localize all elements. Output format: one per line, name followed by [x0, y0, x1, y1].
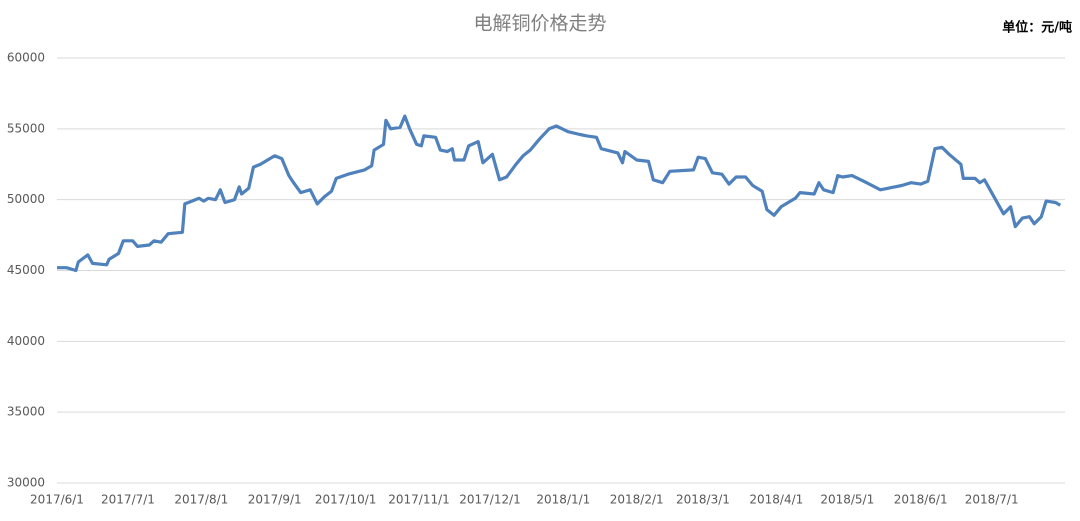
x-tick-label: 2018/6/1 — [894, 493, 948, 507]
x-tick-label: 2017/6/1 — [30, 493, 84, 507]
y-tick-label: 45000 — [7, 263, 45, 277]
x-tick-label: 2017/7/1 — [101, 493, 155, 507]
y-tick-label: 60000 — [7, 51, 45, 65]
y-tick-label: 40000 — [7, 334, 45, 348]
x-tick-label: 2018/3/1 — [676, 493, 730, 507]
y-tick-label: 50000 — [7, 192, 45, 206]
x-tick-label: 2017/10/1 — [315, 493, 377, 507]
y-tick-label: 30000 — [7, 476, 45, 490]
y-tick-label: 55000 — [7, 121, 45, 135]
x-tick-label: 2017/8/1 — [174, 493, 228, 507]
price-line — [57, 114, 1062, 273]
x-tick-label: 2018/1/1 — [536, 493, 590, 507]
x-tick-label: 2018/5/1 — [820, 493, 874, 507]
x-tick-label: 2017/11/1 — [388, 493, 450, 507]
x-tick-label: 2018/2/1 — [610, 493, 664, 507]
x-tick-label: 2017/12/1 — [459, 493, 521, 507]
x-tick-label: 2017/9/1 — [248, 493, 302, 507]
x-tick-label: 2018/4/1 — [749, 493, 803, 507]
unit-note: 单位：元/吨 — [1002, 20, 1072, 36]
chart-title: 电解铜价格走势 — [473, 13, 606, 35]
y-tick-label: 35000 — [7, 405, 45, 419]
x-tick-label: 2018/7/1 — [965, 493, 1019, 507]
